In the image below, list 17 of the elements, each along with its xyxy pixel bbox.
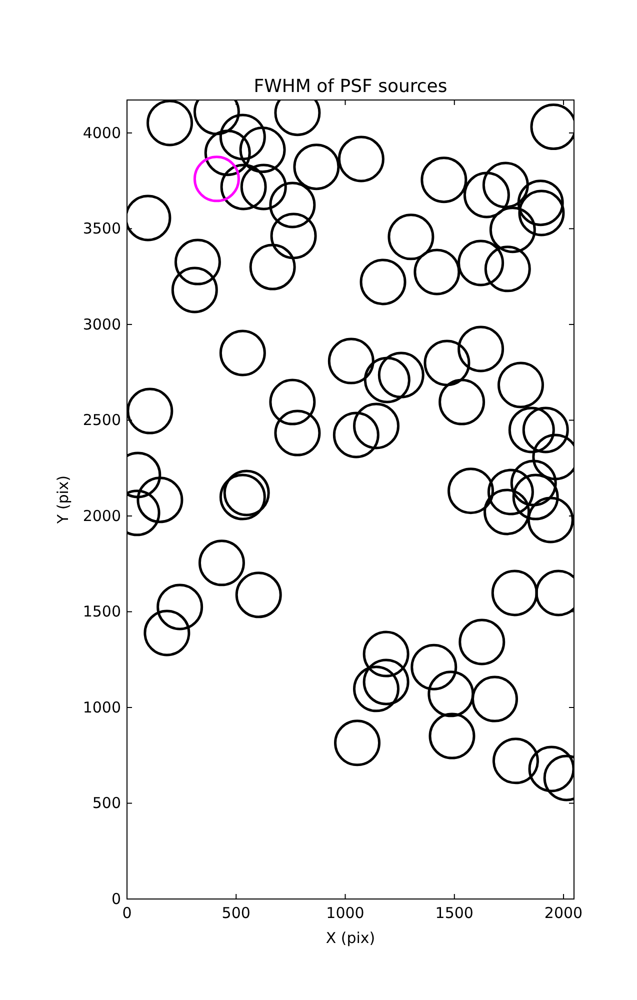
y-axis-title: Y (pix) (54, 475, 72, 525)
x-tick-label: 2000 (544, 904, 583, 922)
y-tick-label: 1000 (82, 698, 121, 716)
y-tick-label: 3000 (82, 315, 121, 334)
y-tick-label: 2000 (82, 506, 121, 525)
y-tick-label: 3500 (82, 220, 121, 238)
y-tick-label: 500 (92, 794, 121, 812)
y-tick-label: 0 (111, 890, 121, 908)
x-tick-label: 1000 (326, 904, 364, 922)
y-tick-label: 2500 (82, 411, 121, 430)
chart-title: FWHM of PSF sources (254, 76, 448, 97)
x-tick-label: 500 (222, 904, 250, 922)
x-axis-title: X (pix) (326, 929, 376, 947)
x-tick-label: 0 (122, 904, 132, 922)
x-tick-label: 1500 (435, 904, 474, 922)
y-tick-label: 4000 (82, 124, 121, 142)
y-tick-label: 1500 (82, 602, 121, 621)
